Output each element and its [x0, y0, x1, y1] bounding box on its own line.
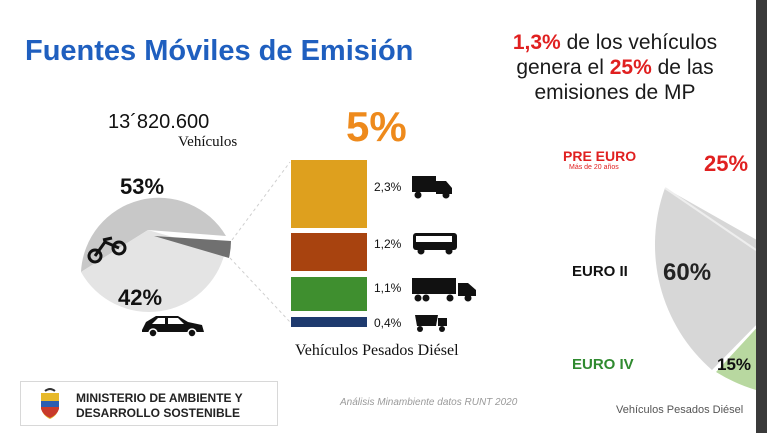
pre-euro-pct: 25%	[704, 151, 749, 176]
slide-title: Fuentes Móviles de Emisión	[25, 35, 414, 67]
bar-trailers	[291, 277, 367, 311]
stat-text-1: de los vehículos	[566, 31, 718, 54]
pre-euro-sublabel: Más de 20 años	[569, 164, 619, 171]
left-pie-chart	[81, 161, 291, 323]
heavy-vehicle-bars	[291, 160, 367, 327]
pie-label-cars: 42%	[118, 285, 163, 310]
bar-trucks	[291, 160, 367, 228]
ministry-line-2: DESARROLLO SOSTENIBLE	[76, 406, 241, 420]
pie-slice-cars	[81, 230, 225, 312]
euro4-pct: 15%	[717, 355, 752, 374]
bar-buses	[291, 233, 367, 271]
stat-pct-emissions: 25%	[609, 56, 652, 79]
pie-slice-heavy	[154, 236, 231, 258]
bus-icon	[413, 233, 457, 255]
heavy-vehicles-share: 5%	[346, 103, 407, 150]
dump-truck-icon	[415, 315, 447, 332]
euro4-label: EURO IV	[572, 356, 634, 373]
truck-icon	[412, 176, 452, 199]
motorcycle-icon	[87, 236, 127, 264]
window-edge	[756, 0, 767, 433]
pie-slice-motorcycles	[81, 197, 226, 272]
stat-text-2: genera el	[516, 56, 604, 79]
heavy-vehicles-caption: Vehículos Pesados Diésel	[295, 342, 459, 359]
bar-label-trucks: 2,3%	[374, 180, 402, 194]
vehicle-count: 13´820.600	[108, 111, 210, 133]
data-source-note: Análisis Minambiente datos RUNT 2020	[340, 397, 518, 408]
colombia-coat-of-arms-icon	[41, 388, 59, 419]
bar-dump	[291, 317, 367, 327]
right-pie-slice-pre-euro	[670, 110, 756, 270]
pie-label-motorcycles: 53%	[120, 174, 165, 199]
ministry-line-1: MINISTERIO DE AMBIENTE Y	[76, 391, 243, 405]
euro2-pct: 60%	[663, 259, 712, 286]
stat-text-4: emisiones de MP	[534, 81, 696, 104]
ministry-logo-box: MINISTERIO DE AMBIENTE Y DESARROLLO SOST…	[20, 381, 278, 426]
vehicle-count-label: Vehículos	[178, 134, 238, 150]
right-pie-caption: Vehículos Pesados Diésel	[616, 404, 744, 416]
pre-euro-label: PRE EURO	[563, 148, 637, 164]
stat-text-3: de las	[657, 56, 714, 79]
headline-statistic: 1,3% de los vehículos genera el 25% de l…	[470, 30, 756, 105]
stat-pct-vehicles: 1,3%	[512, 31, 561, 54]
car-icon	[142, 316, 204, 338]
bar-label-dump: 0,4%	[374, 316, 402, 330]
trailer-truck-icon	[412, 278, 476, 302]
right-pie-slice-euro4	[716, 328, 756, 390]
bar-label-buses: 1,2%	[374, 237, 402, 251]
right-pie-chart	[655, 110, 756, 390]
bar-label-trailers: 1,1%	[374, 281, 402, 295]
euro2-label: EURO II	[572, 263, 628, 280]
